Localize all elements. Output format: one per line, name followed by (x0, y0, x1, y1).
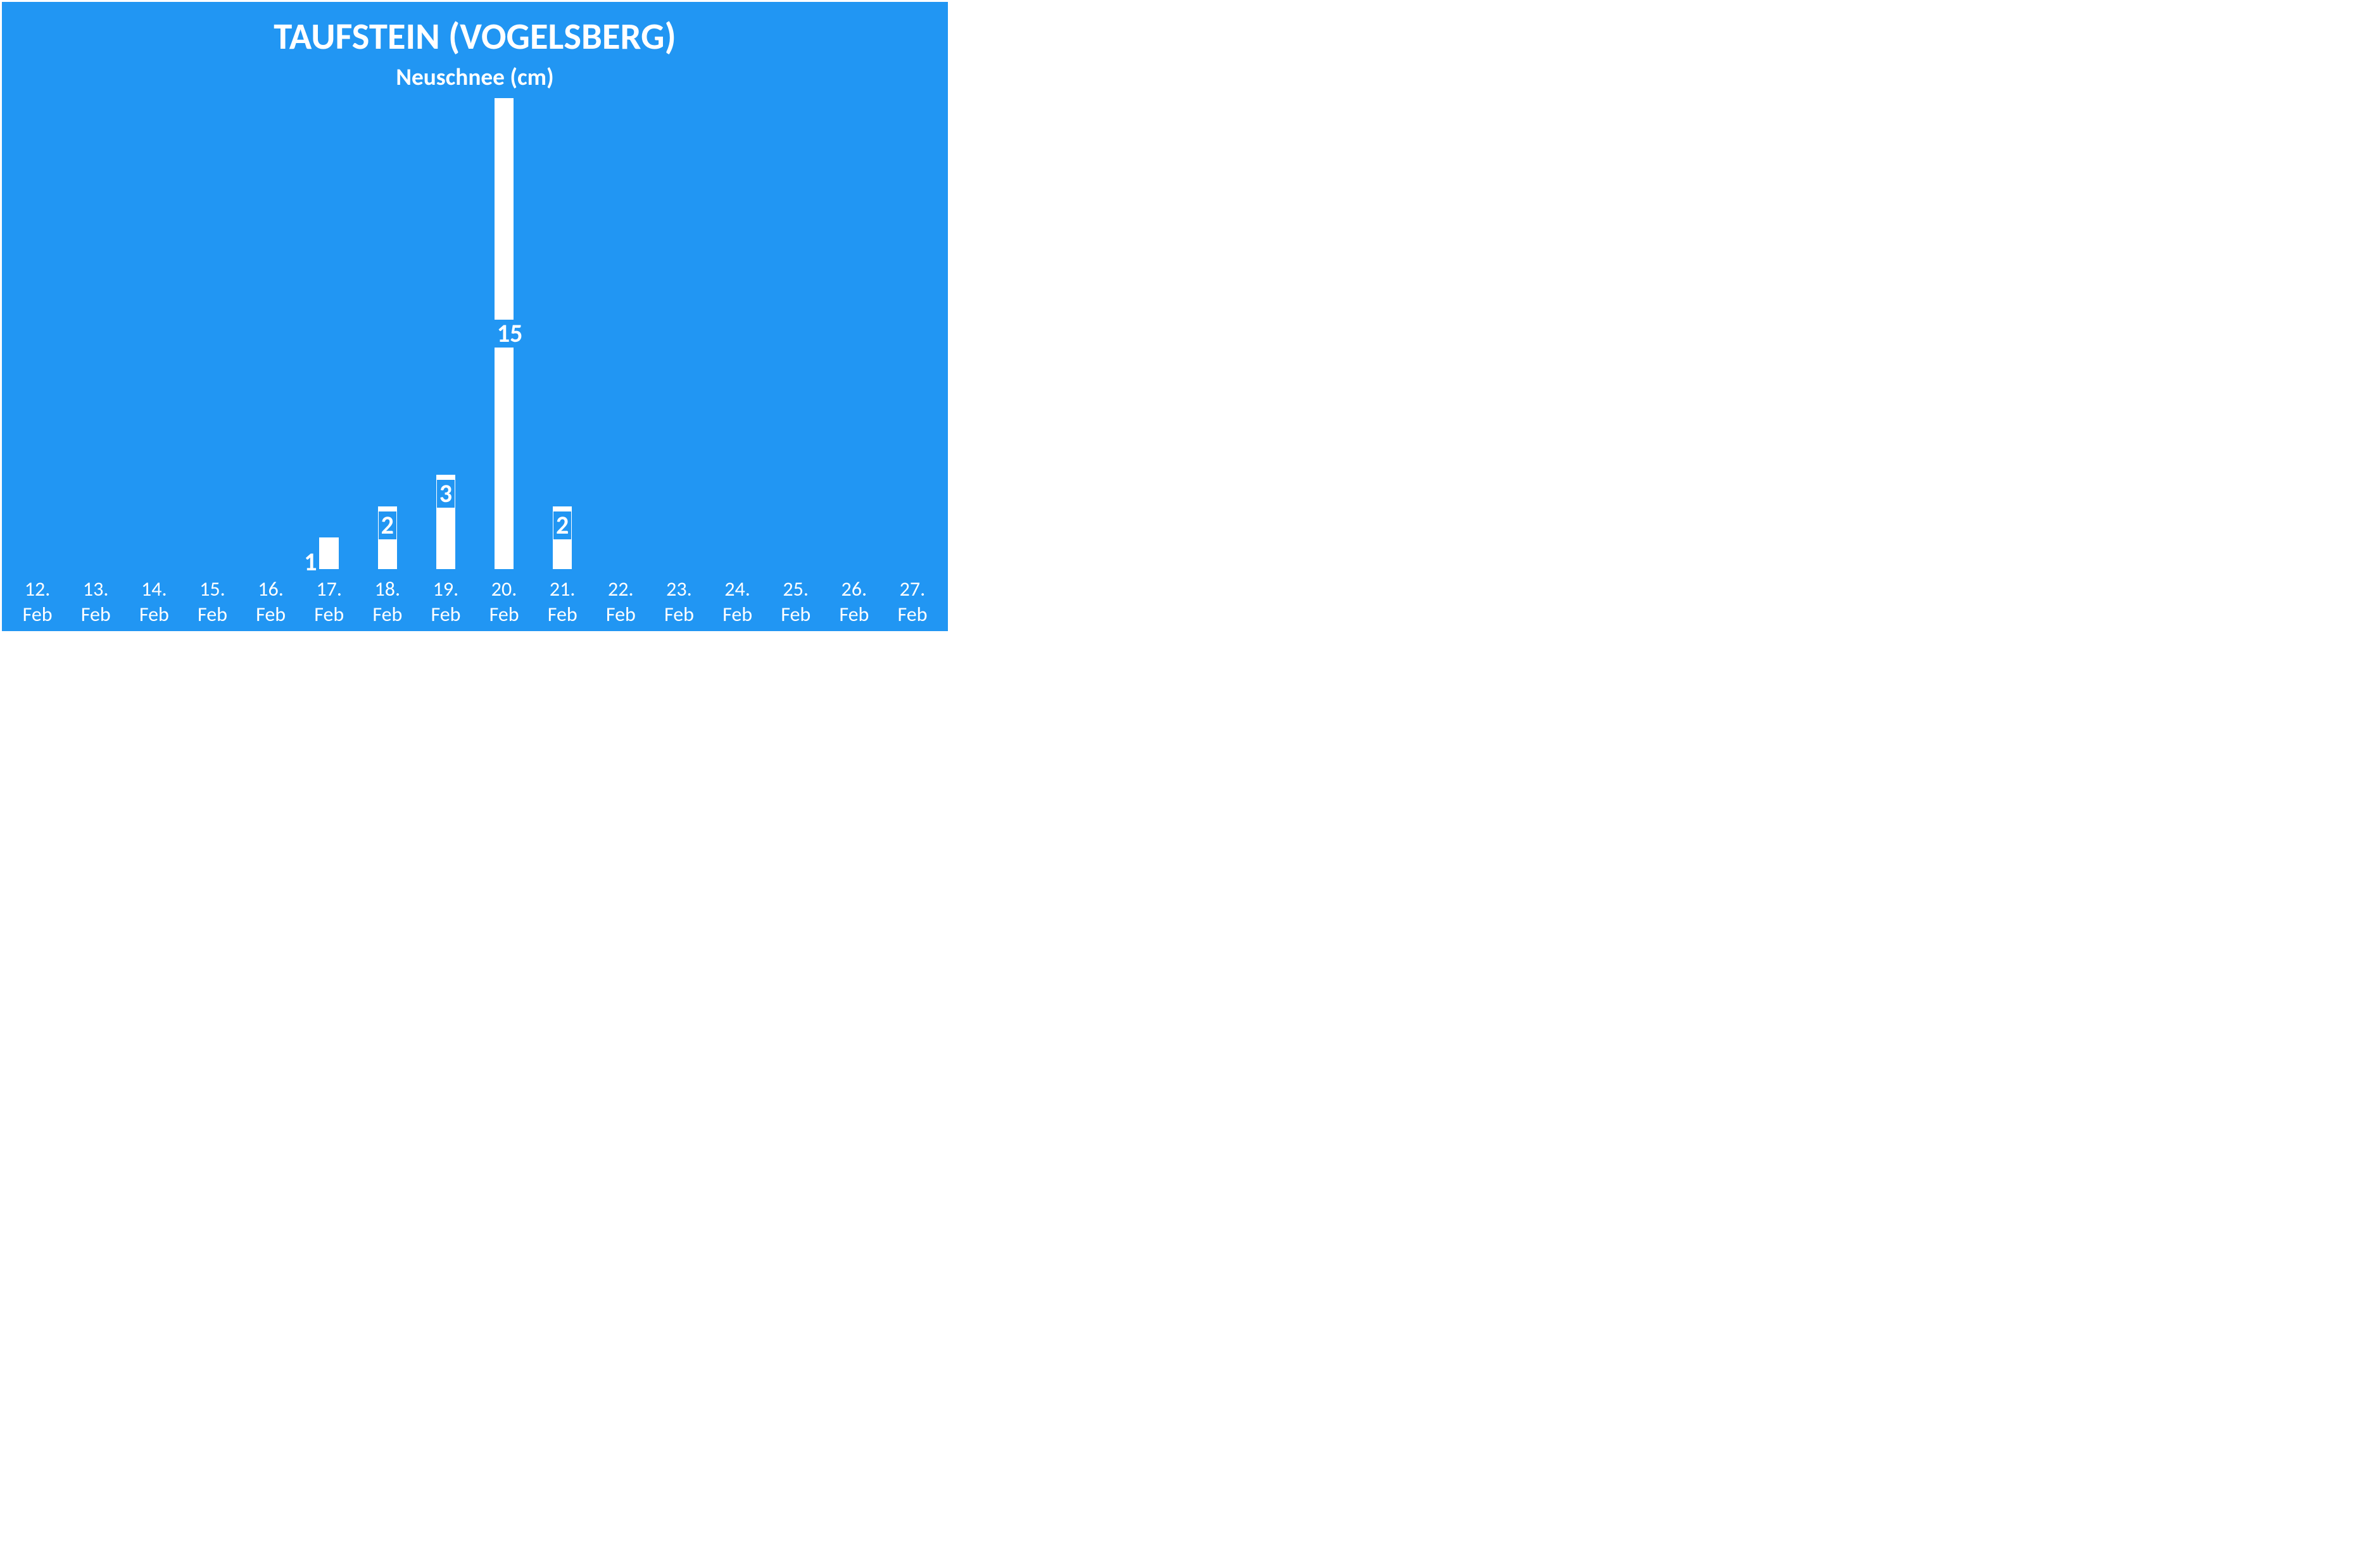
x-axis-label: 24. Feb (722, 569, 752, 627)
bar-column: 13. Feb (66, 98, 125, 627)
bar: 3 (436, 475, 455, 569)
bar-wrap (242, 98, 300, 569)
bar-column: 12. Feb (8, 98, 66, 627)
bar-column: 26. Feb (825, 98, 883, 627)
x-axis-label: 21. Feb (548, 569, 577, 627)
bar-value-label: 2 (379, 511, 396, 539)
bar-wrap (8, 98, 66, 569)
chart-subtitle: Neuschnee (cm) (2, 63, 948, 92)
bar-wrap: 15 (475, 98, 533, 569)
x-axis-label: 19. Feb (431, 569, 460, 627)
bar-wrap (650, 98, 708, 569)
x-axis-label: 18. Feb (372, 569, 402, 627)
bar-column: 22. Feb (591, 98, 650, 627)
bar-wrap (591, 98, 650, 569)
bar-wrap (883, 98, 942, 569)
bar-column: 24. Feb (709, 98, 767, 627)
x-axis-label: 27. Feb (897, 569, 927, 627)
x-axis-label: 25. Feb (781, 569, 811, 627)
chart-plot-area: 12. Feb 13. Feb 14. Feb 15. Feb 16. Feb 117. … (2, 98, 948, 631)
bar-column: 117. Feb (300, 98, 358, 627)
bar: 2 (378, 506, 397, 569)
bar-wrap (709, 98, 767, 569)
bar-wrap: 3 (417, 98, 475, 569)
x-axis-label: 12. Feb (23, 569, 53, 627)
bar-value-label: 1 (301, 548, 319, 576)
bar-wrap: 1 (300, 98, 358, 569)
bar-column: 15. Feb (183, 98, 241, 627)
x-axis-label: 20. Feb (489, 569, 519, 627)
bar-wrap (66, 98, 125, 569)
bar-column: 3 19. Feb (417, 98, 475, 627)
bar-wrap: 2 (533, 98, 591, 569)
snow-chart: TAUFSTEIN (VOGELSBERG) Neuschnee (cm) 12… (0, 0, 950, 633)
chart-title: TAUFSTEIN (VOGELSBERG) (2, 13, 948, 59)
bar-value-label: 3 (437, 480, 455, 508)
bar: 15 (495, 98, 514, 569)
x-axis-label: 26. Feb (839, 569, 869, 627)
bar-wrap: 2 (358, 98, 417, 569)
bar-column: 2 18. Feb (358, 98, 417, 627)
bar-column: 16. Feb (242, 98, 300, 627)
bar-wrap (125, 98, 183, 569)
x-axis-label: 22. Feb (606, 569, 636, 627)
bar-column: 14. Feb (125, 98, 183, 627)
bar-column: 15 20. Feb (475, 98, 533, 627)
bar-wrap (767, 98, 825, 569)
bar-column: 25. Feb (767, 98, 825, 627)
bar: 1 (319, 537, 338, 569)
bar: 2 (553, 506, 572, 569)
bar-column: 27. Feb (883, 98, 942, 627)
bar-wrap (183, 98, 241, 569)
bar-wrap (825, 98, 883, 569)
x-axis-label: 15. Feb (198, 569, 227, 627)
bar-value-label: 2 (553, 511, 571, 539)
x-axis-label: 13. Feb (81, 569, 111, 627)
x-axis-label: 17. Feb (314, 569, 344, 627)
x-axis-label: 23. Feb (664, 569, 694, 627)
x-axis-label: 16. Feb (256, 569, 286, 627)
bar-column: 2 21. Feb (533, 98, 591, 627)
x-axis-label: 14. Feb (139, 569, 169, 627)
bar-column: 23. Feb (650, 98, 708, 627)
bar-value-label: 15 (495, 320, 514, 348)
